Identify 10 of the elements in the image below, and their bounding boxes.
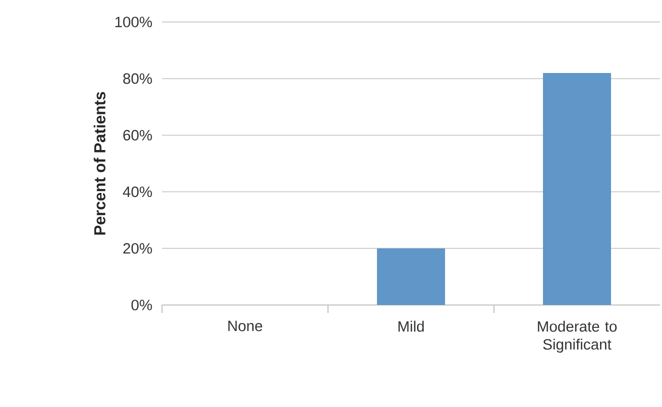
y-tick-label: 100% bbox=[115, 16, 152, 28]
x-tick-label: Moderate to Significant bbox=[538, 320, 617, 353]
y-axis-title: Percent of Patients bbox=[94, 92, 106, 235]
x-tick-label: Mild bbox=[398, 320, 424, 332]
y-tick-label: 0% bbox=[131, 300, 152, 310]
y-tick-label: 80% bbox=[123, 73, 152, 84]
y-tick-label: 60% bbox=[123, 130, 152, 140]
y-tick-label: 20% bbox=[123, 243, 152, 254]
x-tick-label: None bbox=[228, 320, 262, 332]
y-tick-label: 40% bbox=[122, 186, 152, 198]
